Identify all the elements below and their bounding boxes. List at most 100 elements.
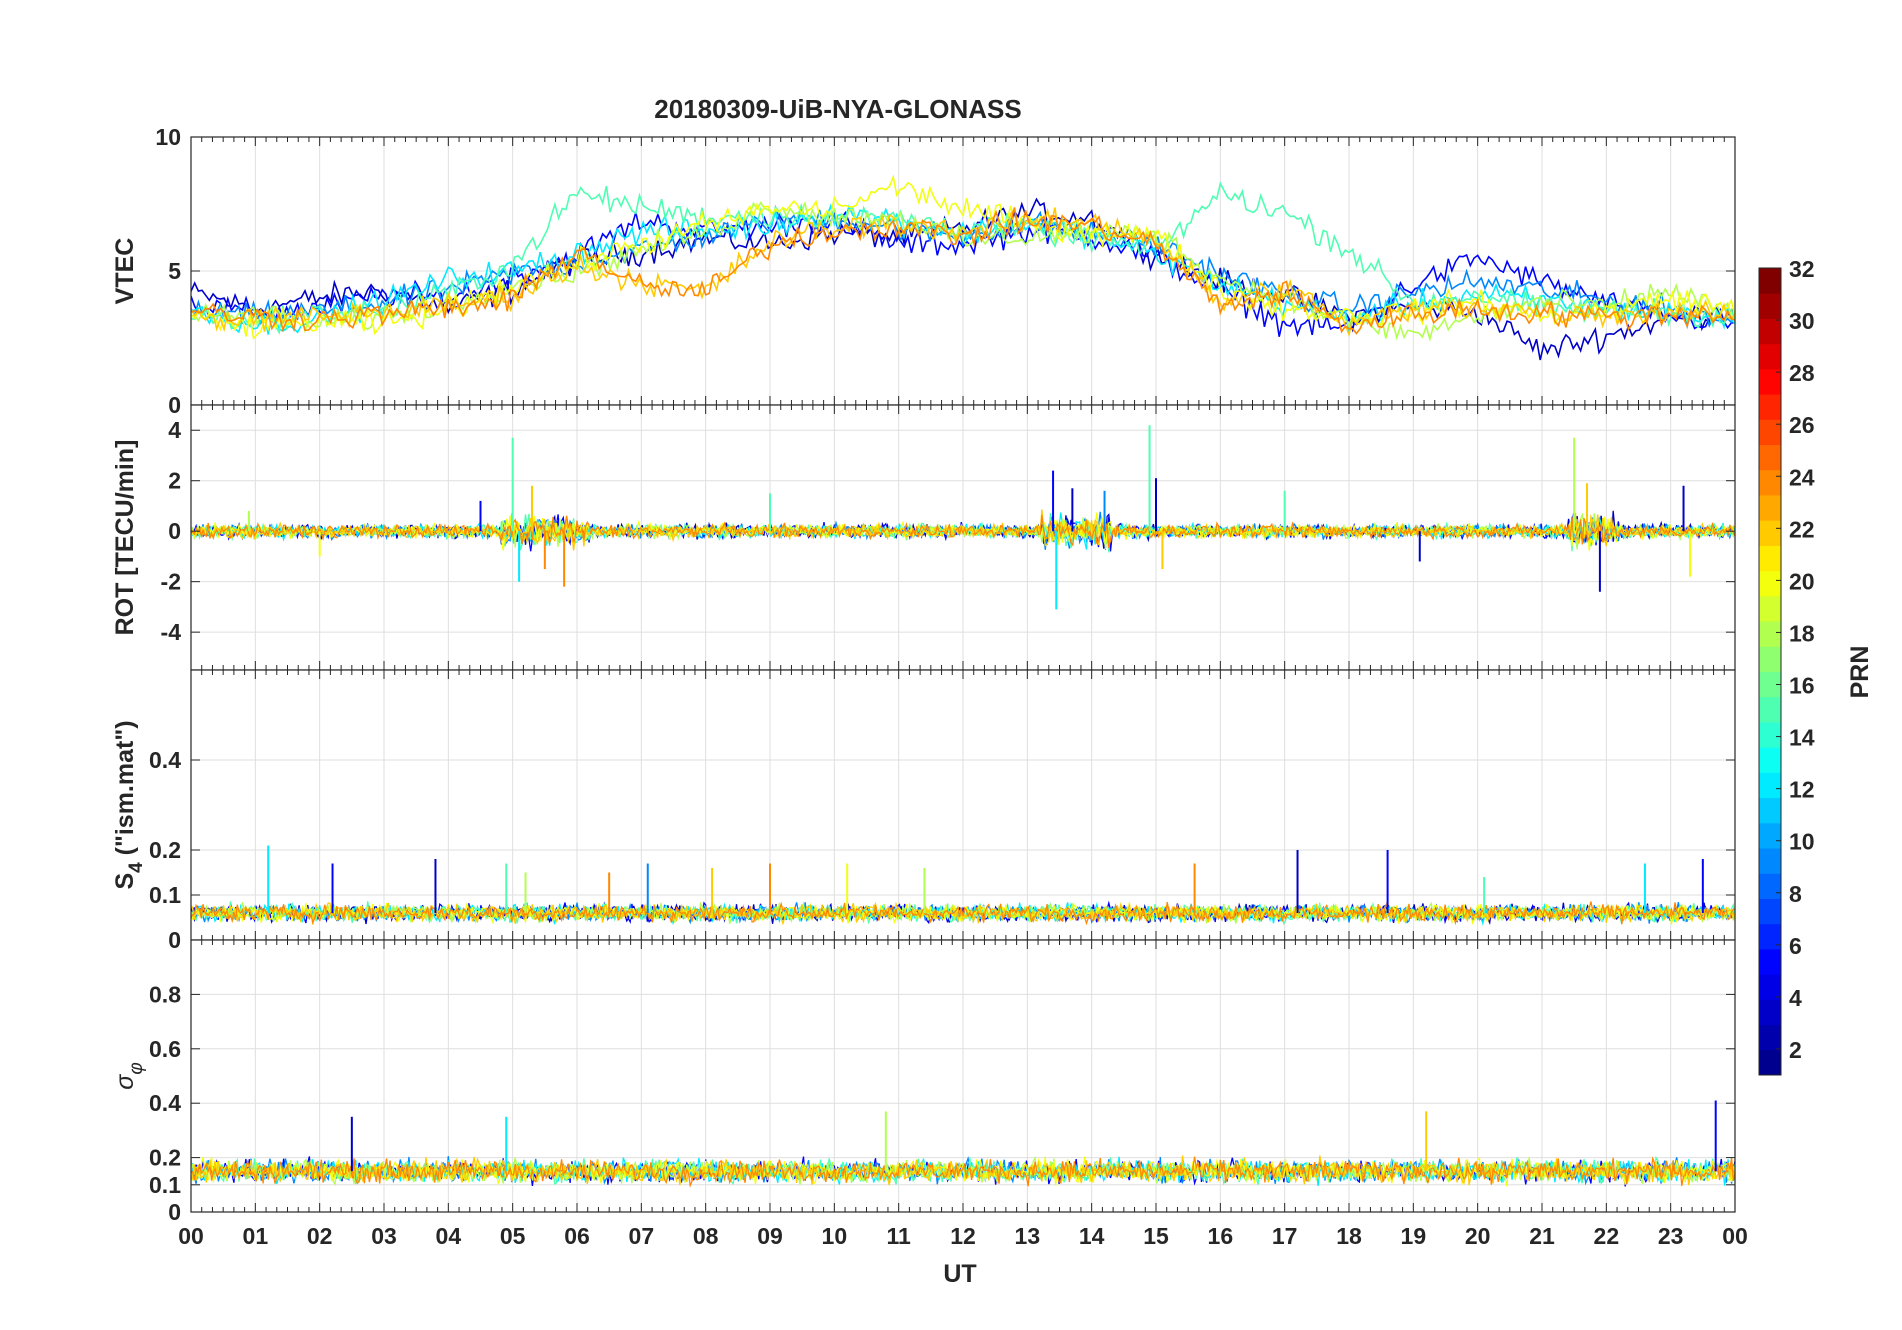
y-tick-label: 0.4: [149, 747, 181, 773]
colorbar-segment: [1759, 343, 1781, 370]
x-tick-label: 19: [1401, 1223, 1427, 1249]
series-group: [191, 1100, 1735, 1188]
y-tick-label: 0.1: [149, 1172, 181, 1198]
colorbar-segment: [1759, 721, 1781, 748]
y-tick-label: 10: [155, 124, 181, 150]
colorbar-segment: [1759, 898, 1781, 925]
y-tick-label: 0: [168, 1199, 181, 1225]
x-tick-label: 13: [1015, 1223, 1041, 1249]
x-tick-label: 03: [371, 1223, 397, 1249]
colorbar-tick-label: 22: [1789, 516, 1815, 542]
colorbar-tick-label: 30: [1789, 308, 1815, 334]
colorbar-segment: [1759, 999, 1781, 1026]
x-ticks: [190, 137, 1736, 405]
x-tick-label: 08: [693, 1223, 719, 1249]
colorbar-segment: [1759, 747, 1781, 773]
colorbar-segment: [1759, 595, 1781, 622]
colorbar-frame: [1758, 267, 1782, 1076]
y-tick-label: 0: [168, 518, 181, 544]
x-tick-label: 02: [307, 1223, 333, 1249]
x-tick-label: 04: [436, 1223, 462, 1249]
y-tick-label: 0.2: [149, 1145, 181, 1171]
colorbar-segment: [1759, 822, 1781, 849]
colorbar-tick-label: 6: [1789, 933, 1802, 959]
y-tick-label: 0: [168, 392, 181, 418]
colorbar-segment: [1759, 318, 1781, 345]
colorbar-segment: [1759, 772, 1781, 799]
series-line-prn-24: [191, 901, 1735, 926]
colorbar-segment: [1759, 293, 1781, 319]
colorbar-tick-label: 2: [1789, 1037, 1802, 1063]
y-axis-label-sigma_phi: σφ: [111, 1062, 147, 1089]
x-tick-label: 20: [1465, 1223, 1491, 1249]
colorbar-segment: [1759, 1049, 1781, 1076]
x-tick-label: 10: [822, 1223, 848, 1249]
colorbar-tick-label: 16: [1789, 673, 1815, 699]
x-tick-label: 15: [1143, 1223, 1169, 1249]
colorbar-tick-label: 28: [1789, 360, 1815, 386]
colorbar-segment: [1759, 923, 1781, 950]
y-tick-label: -2: [161, 569, 181, 595]
y-tick-label: 0.2: [149, 837, 181, 863]
y-tick-label: -4: [161, 619, 182, 645]
y-tick-label: 0.6: [149, 1036, 181, 1062]
x-ticks: [190, 940, 1736, 1212]
colorbar-label: PRN: [1846, 646, 1874, 699]
x-tick-label: 12: [950, 1223, 976, 1249]
colorbar-segment: [1759, 444, 1781, 471]
colorbar-segment: [1759, 873, 1781, 899]
x-tick-label: 11: [887, 1223, 912, 1249]
x-ticks: [190, 670, 1736, 940]
panel-vtec: 0 5 10 VTEC: [111, 124, 1736, 418]
x-tick-label: 17: [1272, 1223, 1298, 1249]
colorbar-segment: [1759, 671, 1781, 698]
colorbar-segment: [1759, 621, 1781, 647]
x-ticks: [190, 405, 1736, 670]
x-tick-label: 00: [1722, 1223, 1748, 1249]
colorbar-tick-label: 4: [1789, 985, 1802, 1011]
colorbar-segment: [1759, 848, 1781, 874]
colorbar-tick-label: 20: [1789, 568, 1815, 594]
chart-title: 20180309-UiB-NYA-GLONASS: [654, 94, 1022, 124]
colorbar-segment: [1759, 974, 1781, 1000]
x-tick-label: 01: [243, 1223, 269, 1249]
colorbar-segment: [1759, 570, 1781, 597]
series-line-prn-24: [191, 207, 1735, 335]
colorbar-segment: [1759, 696, 1781, 723]
y-tick-label: 0.8: [149, 981, 181, 1007]
colorbar-tick-label: 26: [1789, 412, 1815, 438]
y-tick-label: 0.1: [149, 882, 181, 908]
x-tick-label: 14: [1079, 1223, 1105, 1249]
x-tick-label: 00: [178, 1223, 204, 1249]
y-tick-label: 2: [168, 468, 181, 494]
y-axis-label-s4: S4 ("ism.mat"): [111, 720, 147, 889]
y-tick-label: 0.4: [149, 1090, 181, 1116]
panel-sigma_phi: 00.10.2 0.4 0.6 0.8 σφ: [111, 939, 1736, 1225]
colorbar-segment: [1759, 646, 1781, 672]
y-tick-label: 0: [168, 927, 181, 953]
series-line-prn-24: [191, 1156, 1735, 1188]
x-tick-label: 21: [1529, 1223, 1555, 1249]
colorbar-segment: [1759, 520, 1781, 546]
y-axis-label-vtec: VTEC: [111, 238, 139, 305]
colorbar-segment: [1759, 545, 1781, 572]
colorbar-tick-label: 18: [1789, 620, 1815, 646]
series-group: [191, 174, 1735, 361]
x-axis: 00 01 02 03 04 05 06 07 08 09 10 11 12 13 14 15 16 17 18 19…: [178, 1223, 1748, 1249]
x-tick-label: 07: [629, 1223, 655, 1249]
colorbar-tick-label: 10: [1789, 829, 1815, 855]
colorbar-tick-label: 14: [1789, 725, 1815, 751]
x-tick-label: 05: [500, 1223, 526, 1249]
colorbar-tick-label: 8: [1789, 881, 1802, 907]
colorbar-segment: [1759, 797, 1781, 824]
x-tick-label: 23: [1658, 1223, 1684, 1249]
colorbar-segment: [1759, 948, 1781, 975]
series-line-prn-9: [191, 204, 1735, 330]
grid: [191, 405, 1735, 670]
x-tick-label: 16: [1208, 1223, 1234, 1249]
colorbar-segment: [1759, 268, 1781, 294]
colorbar-segment: [1759, 1024, 1781, 1051]
series-group: [191, 425, 1735, 610]
